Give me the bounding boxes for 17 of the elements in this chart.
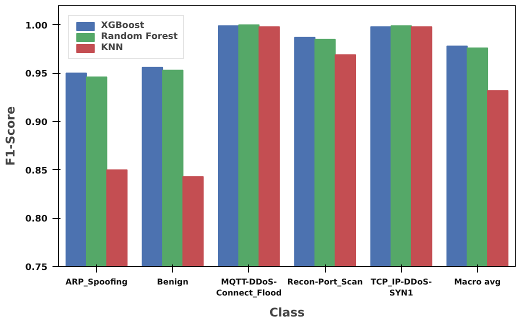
x-tick-label: Macro avg: [454, 278, 502, 286]
y-tick-label: 1.00: [25, 21, 48, 32]
x-tick-label: Recon-Port_Scan: [287, 278, 364, 286]
y-tick-label: 0.90: [25, 118, 48, 128]
legend-label: XGBoost: [101, 21, 144, 31]
y-tick-label: 0.75: [25, 263, 48, 273]
x-tick-label: TCP_IP-DDoS- SYN1: [370, 278, 432, 298]
y-tick-label: 0.95: [25, 70, 48, 80]
y-tick-label: 0.85: [25, 166, 48, 176]
legend-label: KNN: [101, 43, 124, 53]
legend-label: Random Forest: [101, 32, 178, 42]
y-axis-title: F1-Score: [3, 106, 18, 166]
x-tick-label: Benign: [157, 278, 189, 286]
x-tick-label: ARP_Spoofing: [66, 278, 128, 286]
x-tick-label: MQTT-DDoS- Connect_Flood: [216, 278, 282, 298]
y-tick-label: 0.80: [25, 214, 48, 225]
x-axis-title: Class: [269, 305, 305, 320]
